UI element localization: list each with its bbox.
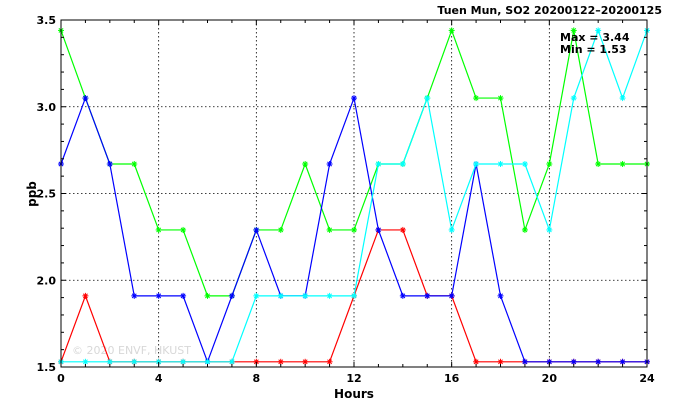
y-tick-label: 2.5 — [37, 188, 57, 201]
grid — [61, 20, 647, 367]
data-point — [180, 226, 187, 233]
data-point — [228, 292, 235, 299]
data-point — [131, 358, 138, 365]
x-tick-label: 0 — [57, 372, 65, 385]
x-tick-label: 12 — [346, 372, 361, 385]
min-annotation: Min = 1.53 — [560, 43, 627, 56]
data-point — [228, 358, 235, 365]
data-point — [131, 161, 138, 168]
data-point — [326, 226, 333, 233]
chart-title: Tuen Mun, SO2 20200122–20200125 — [437, 4, 662, 17]
data-point — [570, 95, 577, 102]
data-point — [595, 27, 602, 34]
data-point — [180, 358, 187, 365]
data-point — [375, 226, 382, 233]
data-point — [521, 226, 528, 233]
data-point — [302, 292, 309, 299]
data-point — [302, 161, 309, 168]
data-point — [521, 358, 528, 365]
data-point — [326, 161, 333, 168]
data-point — [302, 358, 309, 365]
data-point — [448, 292, 455, 299]
data-point — [155, 226, 162, 233]
data-point — [619, 95, 626, 102]
data-point — [326, 358, 333, 365]
data-point — [204, 358, 211, 365]
data-point — [619, 161, 626, 168]
data-point — [277, 226, 284, 233]
x-axis-title: Hours — [334, 387, 374, 401]
data-point — [326, 292, 333, 299]
max-annotation: Max = 3.44 — [560, 31, 630, 44]
series-layer — [58, 27, 650, 365]
data-point — [131, 292, 138, 299]
data-point — [106, 358, 113, 365]
data-point — [375, 161, 382, 168]
data-point — [424, 292, 431, 299]
x-tick-label: 24 — [639, 372, 655, 385]
data-point — [351, 226, 357, 233]
y-tick-label: 1.5 — [37, 361, 57, 374]
data-point — [448, 226, 455, 233]
ticks: 0 4 8 12 16 20 24 1.5 2.0 2.5 3.0 3.5 — [37, 14, 655, 385]
data-point — [619, 358, 626, 365]
data-point — [497, 95, 504, 102]
data-point — [253, 226, 260, 233]
data-point — [82, 95, 89, 102]
data-point — [351, 292, 357, 299]
data-point — [277, 292, 284, 299]
data-point — [497, 161, 504, 168]
data-point — [448, 27, 455, 34]
data-point — [399, 226, 406, 233]
data-point — [180, 292, 187, 299]
data-point — [473, 358, 480, 365]
data-point — [546, 161, 553, 168]
data-point — [546, 226, 553, 233]
x-tick-label: 8 — [253, 372, 261, 385]
data-point — [595, 161, 602, 168]
x-tick-label: 16 — [444, 372, 460, 385]
data-point — [106, 161, 113, 168]
y-tick-label: 3.0 — [37, 101, 57, 114]
data-point — [497, 358, 504, 365]
y-tick-label: 3.5 — [37, 14, 57, 27]
data-point — [473, 95, 480, 102]
data-point — [399, 161, 406, 168]
data-point — [155, 292, 162, 299]
data-point — [570, 27, 577, 34]
data-point — [473, 161, 480, 168]
data-point — [253, 292, 260, 299]
data-point — [521, 161, 528, 168]
x-tick-label: 4 — [155, 372, 163, 385]
y-axis-title: ppb — [25, 181, 39, 207]
y-tick-label: 2.0 — [37, 274, 57, 287]
data-point — [82, 292, 89, 299]
data-point — [497, 292, 504, 299]
data-point — [82, 358, 89, 365]
x-tick-label: 20 — [542, 372, 558, 385]
data-point — [277, 358, 284, 365]
data-point — [399, 292, 406, 299]
data-point — [570, 358, 577, 365]
watermark: © 2020 ENVF, HKUST — [72, 344, 191, 357]
data-point — [351, 95, 357, 102]
data-point — [424, 95, 431, 102]
data-point — [595, 358, 602, 365]
data-point — [204, 292, 211, 299]
